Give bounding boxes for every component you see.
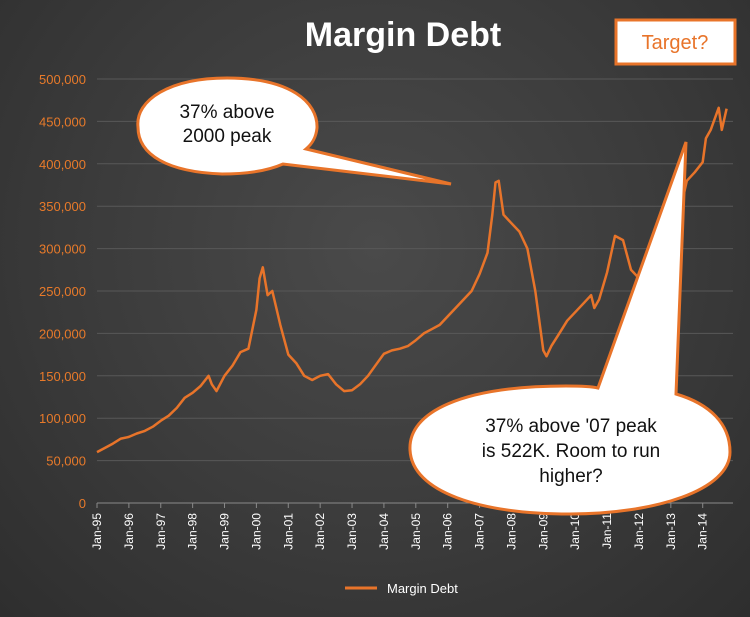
x-tick-label: Jan-07 — [473, 513, 487, 550]
y-tick-label: 450,000 — [39, 114, 86, 129]
x-tick-label: Jan-01 — [281, 513, 295, 550]
x-tick-label: Jan-08 — [504, 513, 518, 550]
chart-title: Margin Debt — [305, 16, 501, 54]
y-tick-label: 100,000 — [39, 411, 86, 426]
x-tick-label: Jan-00 — [249, 513, 263, 550]
y-tick-label: 300,000 — [39, 242, 86, 257]
left-callout-line-1: 37% above — [179, 102, 274, 123]
x-tick-label: Jan-10 — [568, 513, 582, 550]
right-callout-line-2: is 522K. Room to run — [482, 441, 660, 462]
x-tick-label: Jan-04 — [377, 513, 391, 550]
x-tick-label: Jan-97 — [154, 513, 168, 550]
x-tick-label: Jan-03 — [345, 513, 359, 550]
y-tick-label: 250,000 — [39, 284, 86, 299]
y-axis-ticks: 0 50,000 100,000 150,000 200,000 250,000 300,0… — [39, 72, 86, 511]
x-tick-label: Jan-02 — [313, 513, 327, 550]
x-tick-label: Jan-06 — [441, 513, 455, 550]
x-tick-label: Jan-05 — [409, 513, 423, 550]
target-box: Target? — [614, 18, 737, 66]
left-callout: 37% above 2000 peak — [136, 76, 452, 186]
x-tick-label: Jan-11 — [600, 513, 614, 549]
y-tick-label: 350,000 — [39, 199, 86, 214]
x-tick-label: Jan-95 — [90, 513, 104, 550]
right-callout-line-3: higher? — [539, 466, 602, 487]
y-tick-label: 500,000 — [39, 72, 86, 87]
x-tick-label: Jan-96 — [122, 513, 136, 550]
series-line-margin-debt — [96, 106, 728, 454]
right-callout-bubble — [408, 141, 732, 516]
x-tick-label: Jan-09 — [536, 513, 550, 550]
x-tick-label: Jan-13 — [664, 513, 678, 550]
x-axis-ticks: Jan-95 Jan-96 Jan-97 Jan-98 Jan-99 Jan-00 Jan-… — [90, 503, 710, 550]
x-tick-label: Jan-14 — [696, 513, 710, 550]
legend: Margin Debt — [345, 581, 458, 596]
left-callout-line-2: 2000 peak — [183, 126, 272, 147]
y-tick-label: 0 — [79, 496, 86, 511]
y-tick-label: 150,000 — [39, 369, 86, 384]
right-callout: 37% above '07 peak is 522K. Room to run … — [408, 141, 732, 516]
left-callout-bubble — [136, 76, 452, 186]
legend-label: Margin Debt — [387, 581, 458, 596]
x-tick-label: Jan-99 — [218, 513, 232, 550]
series-layer — [96, 106, 728, 454]
right-callout-line-1: 37% above '07 peak — [485, 416, 657, 437]
target-box-frame — [614, 18, 737, 66]
x-tick-label: Jan-12 — [632, 513, 646, 550]
x-tick-label: Jan-98 — [186, 513, 200, 550]
y-tick-label: 400,000 — [39, 157, 86, 172]
target-label: Target? — [642, 32, 709, 54]
y-tick-label: 50,000 — [46, 454, 86, 469]
y-tick-label: 200,000 — [39, 326, 86, 341]
